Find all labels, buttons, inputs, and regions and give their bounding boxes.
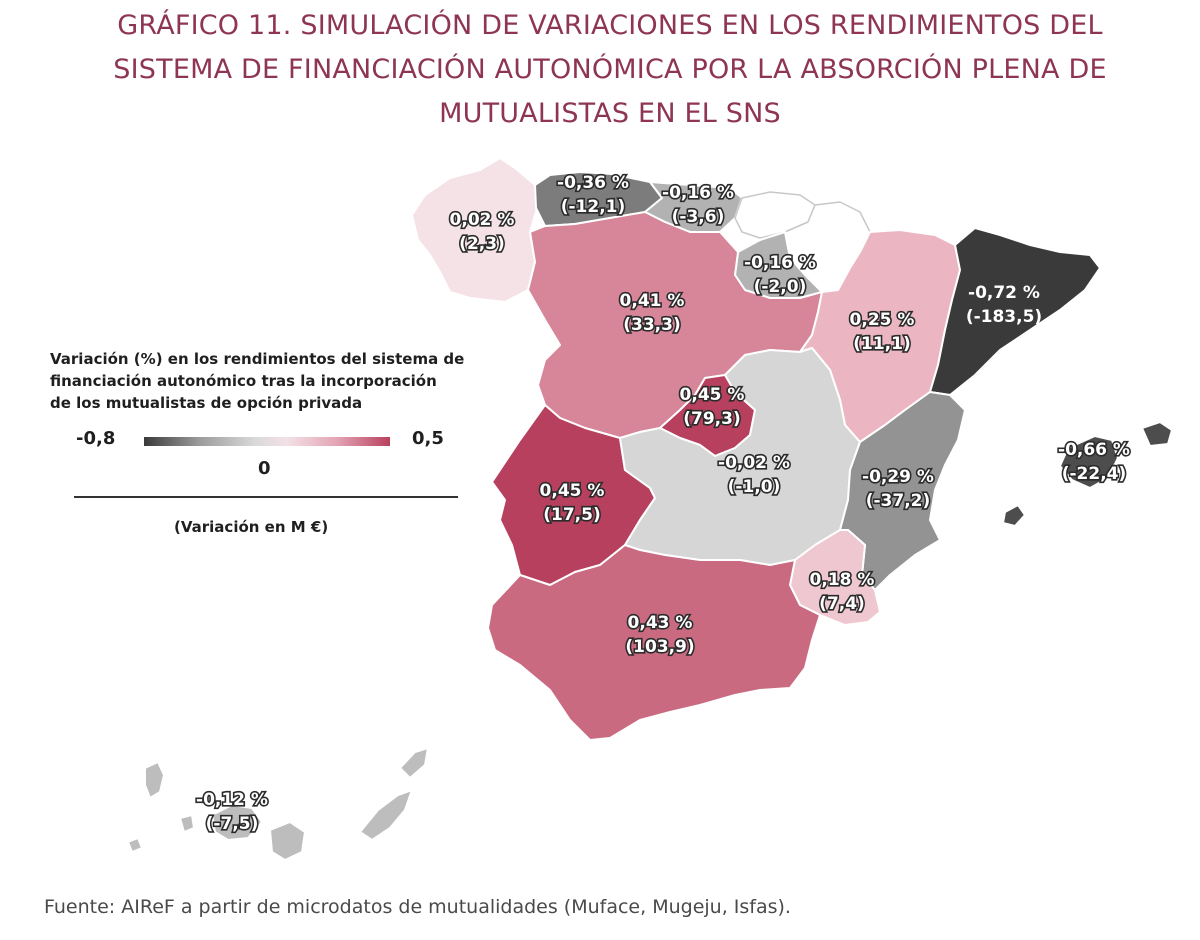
region-label-comunitat-valenciana-eur: (-37,2) <box>866 491 931 511</box>
region-label-galicia-eur: (2,3) <box>459 234 505 254</box>
region-label-castilla-y-leon-eur: (33,3) <box>623 315 680 335</box>
region-label-aragon-pct: 0,25 % <box>850 310 915 330</box>
region-label-comunitat-valenciana-pct: -0,29 % <box>862 467 934 487</box>
region-label-murcia-pct: 0,18 % <box>810 570 875 590</box>
title-line-3: MUTUALISTAS EN EL SNS <box>439 98 781 129</box>
region-illes-balears <box>1002 421 1173 527</box>
region-label-cantabria-pct: -0,16 % <box>662 183 734 203</box>
region-label-la-rioja-pct: -0,16 % <box>744 253 816 273</box>
chart-title: GRÁFICO 11. SIMULACIÓN DE VARIACIONES EN… <box>40 4 1180 136</box>
title-line-1: GRÁFICO 11. SIMULACIÓN DE VARIACIONES EN… <box>117 10 1103 41</box>
legend-min-label: -0,8 <box>76 428 116 449</box>
region-label-extremadura-pct: 0,45 % <box>540 481 605 501</box>
title-line-2: SISTEMA DE FINANCIACIÓN AUTONÓMICA POR L… <box>113 54 1107 85</box>
region-galicia <box>411 157 539 303</box>
region-cataluna <box>929 227 1101 396</box>
legend-unit-note: (Variación en M €) <box>174 518 329 536</box>
region-canarias <box>127 747 429 861</box>
legend-title: Variación (%) en los rendimientos del si… <box>50 348 530 414</box>
region-label-la-rioja-eur: (-2,0) <box>754 277 807 297</box>
region-label-murcia-eur: (7,4) <box>819 594 865 614</box>
region-label-aragon-eur: (11,1) <box>853 334 910 354</box>
source-note: Fuente: AIReF a partir de microdatos de … <box>44 896 791 918</box>
map-legend: Variación (%) en los rendimientos del si… <box>50 348 530 536</box>
region-label-cataluna-pct: -0,72 % <box>968 283 1040 303</box>
region-andalucia <box>487 544 821 741</box>
region-label-extremadura-eur: (17,5) <box>543 505 600 525</box>
legend-title-line-3: de los mutualistas de opción privada <box>50 394 363 412</box>
region-label-canarias-eur: (-7,5) <box>206 814 259 834</box>
region-label-madrid-pct: 0,45 % <box>680 385 745 405</box>
region-label-illes-balears-pct: -0,66 % <box>1058 440 1130 460</box>
region-label-asturias-pct: -0,36 % <box>557 173 629 193</box>
region-label-canarias-pct: -0,12 % <box>196 790 268 810</box>
region-label-andalucia-eur: (103,9) <box>625 637 694 657</box>
region-label-cantabria-eur: (-3,6) <box>672 207 725 227</box>
legend-max-label: 0,5 <box>412 428 444 449</box>
legend-color-bar <box>144 437 390 446</box>
region-label-madrid-eur: (79,3) <box>683 409 740 429</box>
legend-divider <box>74 496 458 498</box>
legend-zero-label: 0 <box>258 458 271 479</box>
region-label-galicia-pct: 0,02 % <box>450 210 515 230</box>
legend-scale: -0,8 0,5 0 <box>50 428 530 488</box>
region-label-castilla-la-mancha-pct: -0,02 % <box>718 453 790 473</box>
region-label-asturias-eur: (-12,1) <box>561 197 626 217</box>
legend-title-line-1: Variación (%) en los rendimientos del si… <box>50 350 465 368</box>
region-label-castilla-la-mancha-eur: (-1,0) <box>728 477 781 497</box>
legend-title-line-2: financiación autonómico tras la incorpor… <box>50 372 437 390</box>
region-label-andalucia-pct: 0,43 % <box>628 613 693 633</box>
region-label-castilla-y-leon-pct: 0,41 % <box>620 291 685 311</box>
region-label-illes-balears-eur: (-22,4) <box>1062 464 1127 484</box>
region-label-cataluna-eur: (-183,5) <box>966 307 1042 327</box>
